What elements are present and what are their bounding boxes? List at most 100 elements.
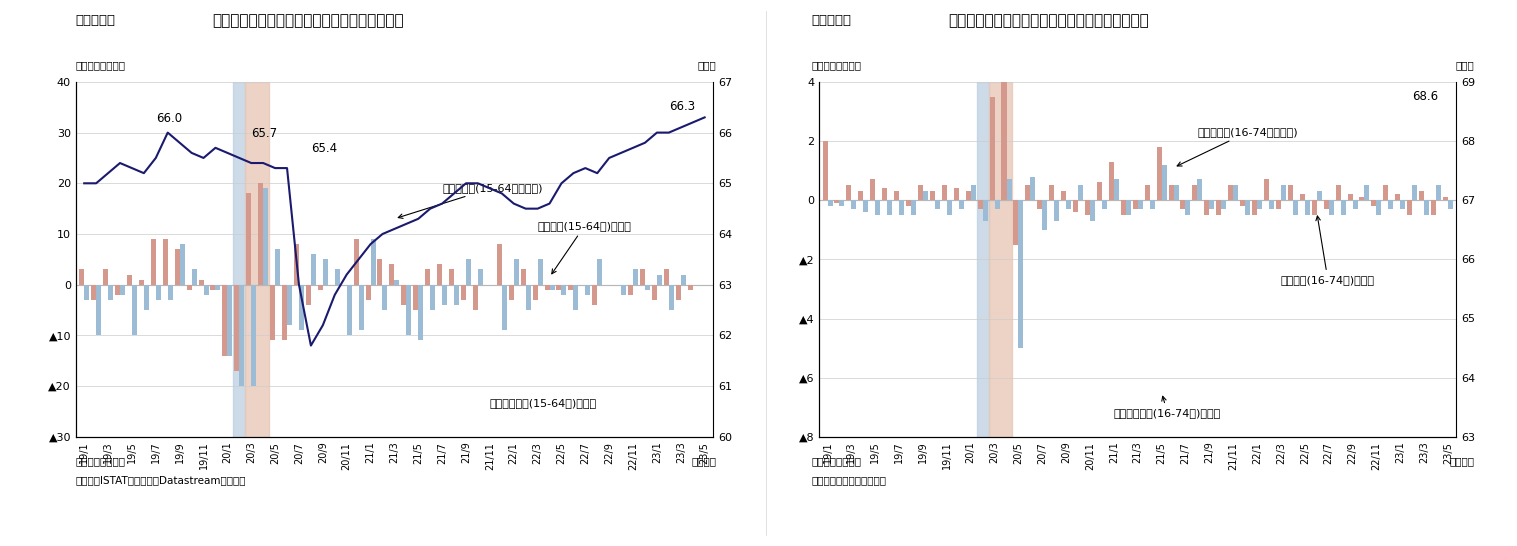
- Text: 66.3: 66.3: [669, 100, 695, 114]
- Bar: [1050, 186, 1054, 200]
- Bar: [520, 270, 526, 284]
- Bar: [930, 191, 934, 200]
- Text: 非労働者人口(15-64才)の変化: 非労働者人口(15-64才)の変化: [490, 399, 598, 408]
- Bar: [1109, 162, 1113, 200]
- Text: （前月差、万人）: （前月差、万人）: [76, 60, 126, 70]
- Bar: [989, 97, 995, 200]
- Bar: [1233, 186, 1238, 200]
- Bar: [1145, 186, 1150, 200]
- Bar: [1174, 186, 1179, 200]
- Bar: [1258, 200, 1262, 209]
- Bar: [287, 284, 293, 325]
- Bar: [1192, 186, 1197, 200]
- Bar: [1359, 197, 1364, 200]
- Bar: [431, 284, 435, 310]
- Bar: [545, 284, 549, 290]
- Bar: [1133, 200, 1138, 209]
- Bar: [311, 254, 316, 284]
- Bar: [628, 284, 633, 295]
- Bar: [496, 244, 502, 284]
- Text: （注）季節調整値: （注）季節調整値: [76, 456, 126, 466]
- Bar: [275, 249, 281, 284]
- Bar: [1204, 200, 1209, 215]
- Bar: [839, 200, 845, 206]
- Bar: [1001, 82, 1006, 200]
- Bar: [353, 239, 358, 284]
- Bar: [1388, 200, 1393, 209]
- Bar: [573, 284, 578, 310]
- Bar: [1335, 186, 1341, 200]
- Bar: [1030, 176, 1036, 200]
- Bar: [1038, 200, 1042, 209]
- Bar: [378, 259, 382, 284]
- Bar: [502, 284, 507, 330]
- Bar: [1209, 200, 1214, 209]
- Bar: [294, 244, 299, 284]
- Text: 失業者数(15-64才)の変化: 失業者数(15-64才)の変化: [537, 221, 631, 274]
- Text: （図表７）: （図表７）: [76, 14, 115, 27]
- Bar: [1079, 186, 1083, 200]
- Bar: [1162, 165, 1167, 200]
- Text: （月次）: （月次）: [1450, 456, 1475, 466]
- Bar: [191, 270, 197, 284]
- Bar: [875, 200, 880, 215]
- Bar: [1138, 200, 1142, 209]
- Bar: [1062, 191, 1066, 200]
- Bar: [900, 200, 904, 215]
- Text: 66.0: 66.0: [156, 112, 182, 125]
- Text: 68.6: 68.6: [1412, 90, 1438, 103]
- Bar: [1317, 191, 1321, 200]
- Bar: [370, 239, 376, 284]
- Bar: [394, 280, 399, 284]
- Bar: [664, 270, 669, 284]
- Bar: [132, 284, 137, 335]
- Bar: [234, 284, 240, 371]
- Bar: [262, 188, 269, 284]
- Text: 労働参加率(16-74才、右軸): 労働参加率(16-74才、右軸): [1177, 127, 1299, 166]
- Bar: [1364, 186, 1370, 200]
- Bar: [473, 284, 478, 310]
- Bar: [640, 270, 645, 284]
- Bar: [1091, 200, 1095, 221]
- Bar: [150, 239, 156, 284]
- Bar: [1264, 180, 1270, 200]
- Bar: [228, 284, 232, 355]
- Bar: [96, 284, 102, 335]
- Bar: [966, 191, 971, 200]
- Bar: [1292, 200, 1299, 215]
- Text: 労働参加率(15-64才、右軸): 労働参加率(15-64才、右軸): [399, 183, 543, 218]
- Bar: [347, 284, 352, 335]
- Bar: [1156, 147, 1162, 200]
- Bar: [633, 270, 639, 284]
- Bar: [1185, 200, 1191, 215]
- Bar: [1150, 200, 1154, 209]
- Bar: [1347, 194, 1353, 200]
- Bar: [1239, 200, 1245, 206]
- Bar: [586, 284, 590, 295]
- Bar: [1288, 186, 1292, 200]
- Text: 失業者数(16-74才)の変化: 失業者数(16-74才)の変化: [1280, 216, 1374, 285]
- Text: （注）季節調整値: （注）季節調整値: [812, 456, 862, 466]
- Bar: [1447, 200, 1453, 209]
- Bar: [211, 284, 215, 290]
- Bar: [1066, 200, 1071, 209]
- Bar: [1229, 186, 1233, 200]
- Bar: [657, 275, 661, 284]
- Bar: [108, 284, 114, 300]
- Bar: [592, 284, 598, 305]
- Bar: [912, 200, 916, 215]
- Text: （％）: （％）: [1456, 60, 1475, 70]
- Bar: [846, 186, 851, 200]
- Bar: [1305, 200, 1309, 215]
- Bar: [675, 284, 681, 300]
- Bar: [1168, 186, 1174, 200]
- Bar: [203, 284, 208, 295]
- Bar: [299, 284, 303, 330]
- Bar: [234, 82, 246, 437]
- Bar: [1025, 186, 1030, 200]
- Bar: [569, 284, 573, 290]
- Bar: [174, 249, 179, 284]
- Text: 非労働者人口(16-74才)の変化: 非労働者人口(16-74才)の変化: [1113, 396, 1221, 418]
- Bar: [977, 200, 983, 209]
- Bar: [977, 82, 989, 437]
